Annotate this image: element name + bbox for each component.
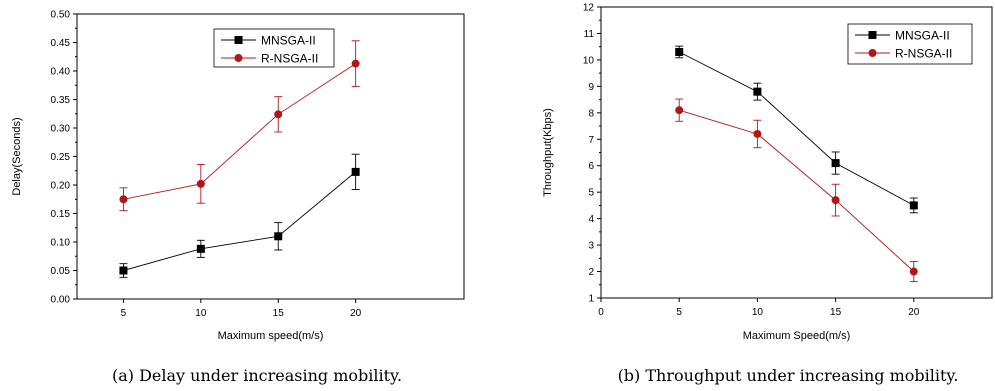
throughput-ytick-label: 1	[588, 294, 594, 305]
delay-xtick-label: 5	[121, 308, 127, 319]
delay-ytick-label: 0.35	[51, 95, 71, 106]
delay-ytick-label: 0.30	[51, 124, 71, 135]
throughput-series-line-0	[678, 51, 915, 206]
delay-legend-label-0: MNSGA-II	[261, 34, 316, 48]
throughput-ytick-label: 10	[583, 55, 595, 66]
throughput-ytick-label: 11	[584, 29, 595, 40]
throughput-x-axis-title: Maximum Speed(m/s)	[743, 330, 851, 342]
throughput-point-0	[831, 159, 840, 168]
delay-point-1	[119, 195, 128, 204]
throughput-point-1	[909, 267, 918, 276]
throughput-point-1	[831, 196, 840, 205]
throughput-xtick-label: 5	[676, 307, 682, 318]
delay-ytick-label: 0.20	[51, 181, 71, 192]
throughput-ytick-label: 6	[588, 161, 594, 172]
delay-point-0	[196, 244, 205, 253]
throughput-ytick-label: 5	[588, 188, 594, 199]
delay-xtick-label: 10	[195, 308, 207, 319]
delay-ytick-label: 0.00	[51, 295, 71, 306]
delay-legend-box	[213, 28, 335, 68]
throughput-ytick-label: 12	[583, 3, 595, 14]
throughput-xtick-label: 0	[598, 307, 604, 318]
delay-x-axis-title: Maximum speed(m/s)	[218, 330, 324, 342]
throughput-legend-box	[847, 23, 973, 65]
throughput-legend-marker-0	[868, 31, 877, 39]
throughput-y-axis-title: Throughput(Kbps)	[542, 108, 554, 197]
delay-xtick-label: 15	[273, 308, 285, 319]
throughput-point-1	[675, 106, 684, 115]
delay-series-line-1	[123, 63, 356, 200]
delay-ytick-label: 0.15	[51, 209, 71, 220]
throughput-point-0	[753, 87, 762, 96]
delay-point-0	[274, 232, 283, 241]
delay-y-axis-title: Delay(Seconds)	[11, 117, 23, 195]
delay-ytick-label: 0.05	[51, 266, 71, 277]
delay-point-1	[351, 59, 360, 68]
throughput-ytick-label: 3	[588, 241, 594, 252]
delay-point-1	[274, 110, 283, 119]
delay-ytick-label: 0.45	[51, 38, 71, 49]
throughput-ytick-label: 2	[588, 267, 594, 278]
throughput-xtick-label: 10	[752, 307, 764, 318]
delay-point-0	[119, 266, 128, 275]
delay-series-line-0	[123, 171, 356, 271]
throughput-xtick-label: 20	[908, 307, 920, 318]
caption-throughput: (b) Throughput under increasing mobility…	[618, 366, 959, 385]
delay-ytick-label: 0.25	[51, 152, 71, 163]
throughput-ytick-label: 4	[588, 214, 594, 225]
throughput-ytick-label: 8	[588, 108, 594, 119]
throughput-series-line-1	[679, 109, 915, 272]
delay-legend-label-1: R-NSGA-II	[261, 52, 318, 66]
throughput-legend-label-0: MNSGA-II	[895, 29, 950, 43]
delay-ytick-label: 0.40	[51, 67, 71, 78]
delay-ytick-label: 0.50	[51, 10, 71, 21]
throughput-point-1	[753, 129, 762, 138]
delay-legend-marker-1	[234, 54, 243, 62]
delay-point-1	[196, 179, 205, 188]
delay-xtick-label: 20	[350, 308, 362, 319]
throughput-xtick-label: 15	[830, 307, 842, 318]
throughput-point-0	[675, 47, 684, 56]
throughput-legend-marker-1	[868, 49, 877, 57]
throughput-ytick-label: 7	[588, 135, 594, 146]
delay-ytick-label: 0.10	[51, 238, 71, 249]
delay-legend-marker-0	[234, 36, 243, 44]
throughput-legend-label-1: R-NSGA-II	[895, 47, 952, 61]
throughput-ytick-label: 9	[588, 82, 594, 93]
throughput-point-0	[909, 201, 918, 210]
delay-point-0	[351, 167, 360, 176]
caption-delay: (a) Delay under increasing mobility.	[112, 366, 402, 385]
chart-delay: 0.00 0.05 0.10 0.15 0.20 0.25 0.30 0.35 0.40 0.45…	[11, 10, 465, 342]
